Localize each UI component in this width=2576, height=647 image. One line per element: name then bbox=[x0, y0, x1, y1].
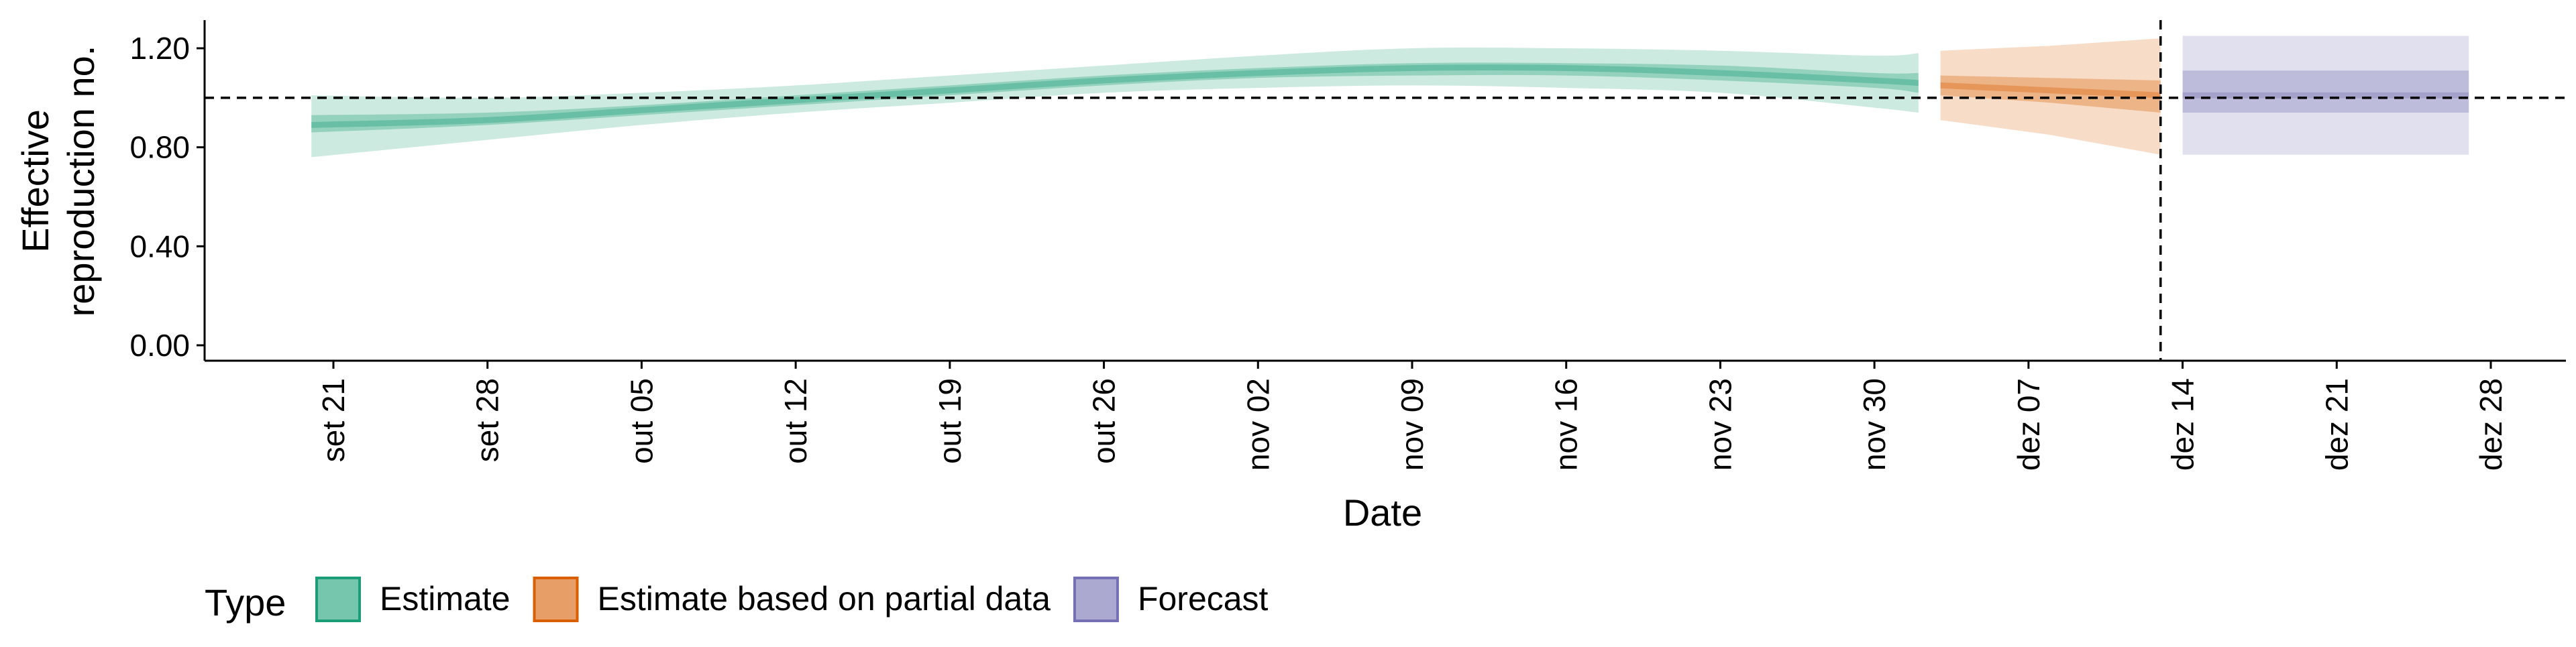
x-tick-label: nov 02 bbox=[1240, 378, 1275, 471]
x-tick-label: set 28 bbox=[470, 378, 505, 462]
x-tick-label: nov 23 bbox=[1703, 378, 1737, 471]
x-tick-label: out 05 bbox=[624, 378, 659, 464]
x-tick-label: dez 21 bbox=[2319, 378, 2354, 471]
band-90-forecast bbox=[2182, 36, 2469, 155]
band-50-estimate-based-on-partial-data bbox=[1940, 75, 2161, 113]
reference-lines bbox=[205, 20, 2566, 361]
y-axis-title-line-1: Effective bbox=[14, 109, 56, 253]
x-tick-label: dez 07 bbox=[2011, 378, 2046, 471]
legend-key bbox=[1073, 577, 1119, 622]
band-90-estimate-based-on-partial-data bbox=[1940, 38, 2161, 155]
series-estimate bbox=[311, 48, 1919, 158]
median-estimate-based-on-partial-data bbox=[1940, 82, 2161, 99]
legend: Type Estimate Estimate based on partial d… bbox=[205, 577, 1269, 624]
y-axis-title: Effective reproduction no. bbox=[14, 46, 102, 317]
legend-label: Forecast bbox=[1138, 580, 1269, 617]
y-tick-label: 0.40 bbox=[129, 229, 190, 263]
x-tick-label: dez 28 bbox=[2473, 378, 2508, 471]
legend-item-estimate-based-on-partial-data: Estimate based on partial data bbox=[533, 577, 1051, 622]
legend-key bbox=[533, 577, 579, 622]
y-tick-label: 0.00 bbox=[129, 328, 190, 363]
series-estimate-based-on-partial-data bbox=[1940, 38, 2161, 155]
band-50-estimate bbox=[311, 62, 1919, 133]
legend-item-forecast: Forecast bbox=[1073, 577, 1269, 622]
legend-item-estimate: Estimate bbox=[315, 577, 511, 622]
bands-layer bbox=[311, 36, 2469, 158]
median-estimate bbox=[311, 64, 1919, 128]
x-tick-label: set 21 bbox=[316, 378, 351, 462]
y-tick-label: 0.80 bbox=[129, 130, 190, 165]
x-tick-label: out 12 bbox=[778, 378, 813, 464]
legend-title: Type bbox=[205, 581, 286, 624]
x-tick-label: dez 14 bbox=[2165, 378, 2200, 471]
series-forecast bbox=[2182, 36, 2469, 155]
x-tick-label: nov 16 bbox=[1549, 378, 1584, 471]
axes: 0.00 0.40 0.80 1.20 set 21 set 28 out 05 out 12… bbox=[129, 20, 2566, 471]
y-axis-title-line-2: reproduction no. bbox=[60, 46, 102, 317]
legend-label: Estimate based on partial data bbox=[598, 580, 1051, 617]
x-tick-label: out 19 bbox=[932, 378, 967, 464]
x-tick-label: nov 09 bbox=[1395, 378, 1430, 471]
legend-key bbox=[315, 577, 361, 622]
x-tick-label: nov 30 bbox=[1857, 378, 1892, 471]
y-tick-label: 1.20 bbox=[129, 31, 190, 66]
band-50-forecast bbox=[2182, 70, 2469, 113]
legend-label: Estimate bbox=[380, 580, 511, 617]
band-90-estimate bbox=[311, 48, 1919, 158]
x-tick-label: out 26 bbox=[1087, 378, 1122, 464]
x-axis-title: Date bbox=[1343, 491, 1422, 534]
